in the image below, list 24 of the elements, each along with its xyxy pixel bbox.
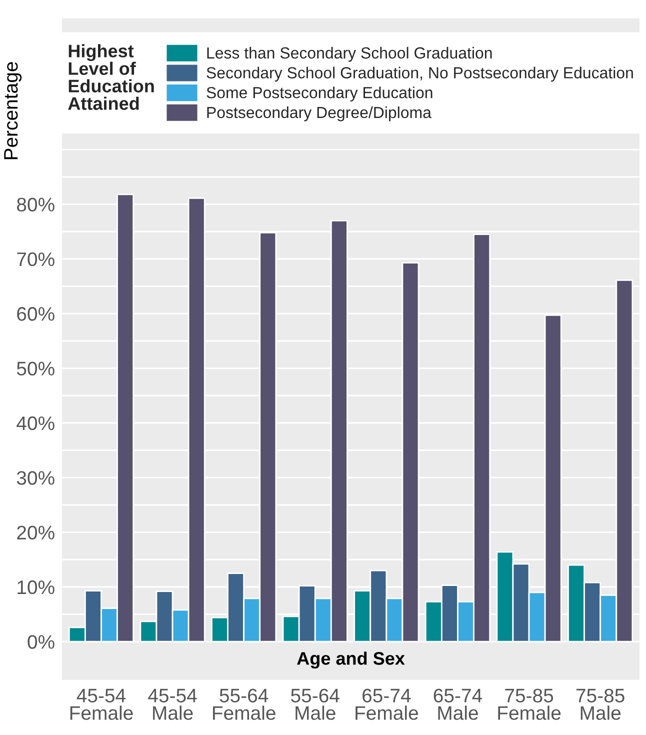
x-tick-label: 65-74 Male: [434, 688, 482, 720]
x-tick-label: 75-85 Male: [576, 688, 624, 720]
y-tick-label: 10%: [18, 580, 54, 594]
legend-label: Some Postsecondary Education: [206, 86, 432, 102]
x-tick-label: 55-64 Male: [291, 688, 340, 720]
y-tick-label: 50%: [16, 362, 54, 376]
legend-title: Highest Level of Education Attained: [68, 44, 154, 110]
y-tick-label: 40%: [16, 416, 54, 430]
legend-label: Less than Secondary School Graduation: [207, 46, 492, 62]
x-axis-title: Age and Sex: [297, 652, 405, 668]
x-tick-label: 45-54 Male: [148, 688, 197, 720]
x-tick-label: 65-74 Female: [356, 688, 418, 720]
x-tick-label: 75-85 Female: [498, 688, 561, 720]
y-tick-label: 30%: [16, 471, 54, 485]
y-tick-label: 0%: [28, 635, 54, 649]
y-axis-title: Percentage: [4, 62, 22, 160]
x-tick-label: 55-64 Female: [213, 688, 276, 720]
y-tick-label: 80%: [17, 198, 54, 212]
y-tick-label: 20%: [17, 526, 54, 540]
legend-label: Postsecondary Degree/Diploma: [207, 106, 432, 122]
legend-label: Secondary School Graduation, No Postsecondary Education: [206, 66, 633, 82]
y-tick-label: 70%: [17, 252, 54, 266]
x-tick-label: 45-54 Female: [70, 688, 133, 720]
y-tick-label: 60%: [17, 307, 54, 321]
